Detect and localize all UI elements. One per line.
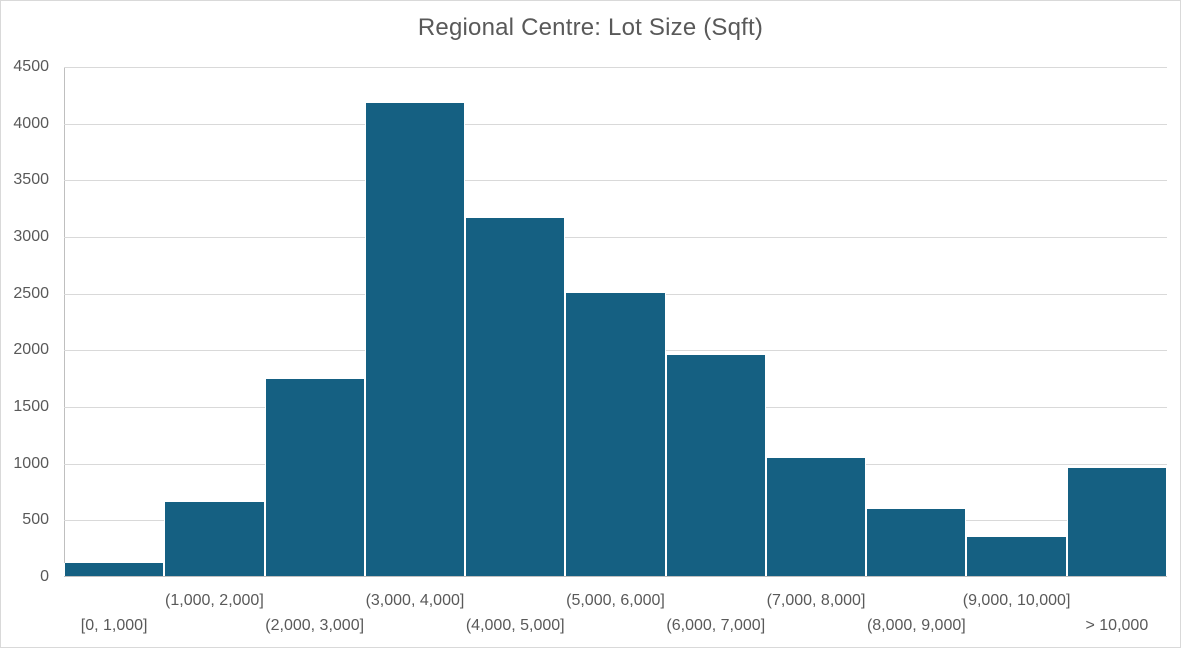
- x-tick-label: (7,000, 8,000]: [766, 592, 866, 609]
- bar: [164, 502, 265, 577]
- bar: [364, 103, 466, 577]
- y-tick-label: 2000: [13, 341, 49, 359]
- x-tick-label: > 10,000: [1085, 617, 1149, 634]
- y-tick-label: 3500: [13, 171, 49, 189]
- x-tick-label: (2,000, 3,000]: [265, 617, 365, 634]
- x-tick-label: (6,000, 7,000]: [666, 617, 766, 634]
- bar: [966, 537, 1067, 577]
- y-tick-label: 2500: [13, 284, 49, 302]
- gridline: [64, 237, 1167, 238]
- y-tick-label: 3000: [13, 228, 49, 245]
- y-axis-line: [64, 67, 65, 577]
- y-tick-label: 4000: [13, 114, 49, 132]
- bar: [565, 292, 666, 577]
- y-tick-label: 1000: [13, 454, 49, 472]
- x-tick-label: (9,000, 10,000]: [962, 592, 1071, 609]
- chart-title: Regional Centre: Lot Size (Sqft): [417, 14, 764, 41]
- x-axis-line: [64, 576, 1167, 577]
- bar: [665, 354, 766, 577]
- x-tick-label: (5,000, 6,000]: [566, 592, 665, 609]
- bar: [465, 217, 566, 577]
- gridline: [64, 180, 1167, 182]
- bar: [765, 458, 867, 577]
- bar: [1066, 467, 1167, 577]
- gridline: [64, 123, 1167, 125]
- x-tick-label: (8,000, 9,000]: [866, 617, 966, 634]
- y-tick-label: 0: [40, 568, 49, 585]
- x-tick-label: (3,000, 4,000]: [365, 592, 465, 609]
- gridline: [64, 67, 1167, 68]
- y-tick-label: 4500: [13, 58, 49, 75]
- y-tick-label: 1500: [13, 398, 49, 415]
- x-tick-label: (4,000, 5,000]: [465, 617, 565, 634]
- bar: [264, 378, 365, 577]
- plot-area: [64, 67, 1167, 577]
- bar: [64, 563, 165, 577]
- x-tick-label: (1,000, 2,000]: [165, 592, 264, 609]
- x-tick-label: [0, 1,000]: [80, 617, 148, 634]
- y-tick-label: 500: [22, 511, 49, 529]
- bar: [866, 509, 967, 577]
